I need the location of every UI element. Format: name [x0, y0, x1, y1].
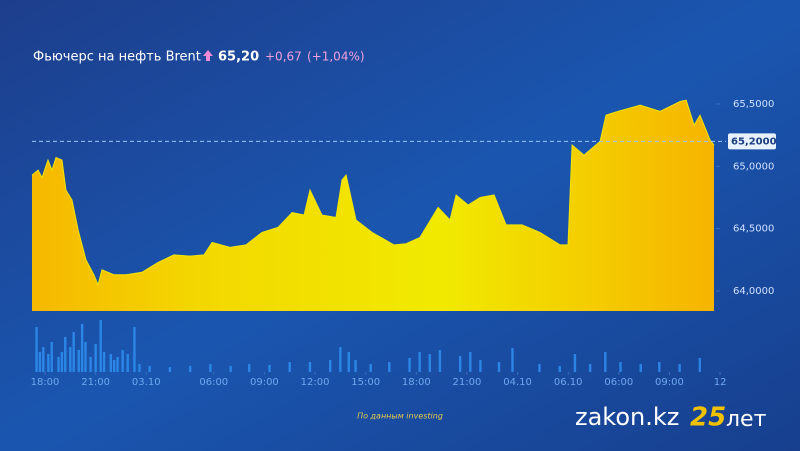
last-price: 65,20: [218, 50, 259, 65]
x-tick-label: 18:00: [402, 377, 431, 388]
volume-bar: [102, 352, 106, 372]
current-badge: [728, 133, 776, 150]
volume-bar: [308, 362, 312, 372]
volume-bar: [497, 362, 501, 372]
volume-bar: [604, 352, 607, 372]
volume-bar: [469, 352, 472, 372]
price-line: [31, 99, 715, 287]
volume-bar: [109, 354, 113, 372]
volume-bar: [347, 352, 350, 372]
volume-bar: [50, 342, 53, 372]
x-tick-label: 06:00: [199, 377, 228, 388]
volume-bar: [418, 352, 421, 372]
volume-bar: [77, 350, 80, 372]
volume-bar: [60, 352, 64, 372]
volume-bar: [438, 350, 442, 372]
volume-bar: [126, 354, 129, 372]
change: +0,67: [265, 50, 302, 64]
volume-bar: [479, 360, 482, 372]
x-tick-label: 09:00: [250, 377, 279, 388]
volume-bar: [168, 367, 172, 372]
volume-bar: [354, 360, 357, 372]
volume-bar: [369, 364, 372, 372]
volume-bar: [458, 356, 462, 372]
x-tick-label: 21:00: [81, 377, 110, 388]
volume-bar: [47, 354, 50, 372]
volume-bar: [538, 364, 541, 372]
logo-number: 25: [690, 403, 726, 433]
y-tick-label: 64,0000: [733, 286, 774, 297]
volume-bar: [89, 357, 92, 372]
change-pct: (+1,04%): [307, 50, 365, 64]
volume-bar: [408, 358, 411, 372]
volume-bar: [329, 360, 332, 372]
x-tick-label: 06:00: [604, 377, 633, 388]
volume-bar: [573, 354, 577, 372]
volume-bar: [57, 357, 60, 372]
volume-bar: [148, 366, 151, 372]
volume-bar: [42, 347, 45, 372]
volume-bar: [511, 348, 514, 372]
volume-bar: [35, 327, 38, 372]
volume-bar: [588, 364, 592, 372]
volume-bar: [229, 366, 232, 372]
current-label: 65,2000: [731, 136, 777, 147]
volume-bar: [558, 366, 561, 372]
logo-brand: zakon.kz: [575, 403, 679, 431]
volume-bar: [80, 324, 84, 372]
volume-bar: [698, 358, 702, 372]
x-tick-label: 04.10: [503, 377, 532, 388]
volume-bar: [209, 364, 212, 372]
volume-bar: [64, 337, 67, 372]
up-arrow: [203, 50, 213, 61]
source: По данным investing: [357, 412, 443, 421]
x-tick-label: 12:00: [301, 377, 330, 388]
volume-bar: [248, 364, 251, 372]
chart-title: Фьючерс на нефть Brent: [33, 50, 201, 65]
volume-bar: [138, 364, 141, 372]
volume-bar: [121, 350, 124, 372]
volume-bar: [619, 362, 622, 372]
volume-bar: [116, 357, 119, 372]
volume-bar: [658, 362, 661, 372]
x-tick-label: 21:00: [453, 377, 482, 388]
volume-bar: [38, 352, 42, 372]
volume-bar: [268, 365, 271, 372]
logo-suffix: лет: [726, 407, 767, 432]
volume-bar: [639, 364, 642, 372]
volume-bar: [288, 362, 291, 372]
x-tick-label: 03.10: [132, 377, 161, 388]
volume-bar: [112, 360, 116, 372]
x-tick-label: 15:00: [351, 377, 380, 388]
volume-bar: [678, 364, 681, 372]
x-tick-label: 09:00: [655, 377, 684, 388]
y-tick-label: 64,5000: [733, 224, 774, 235]
volume-bar: [69, 347, 72, 372]
y-tick-label: 65,5000: [733, 99, 774, 110]
volume-bar: [72, 332, 75, 372]
volume-bar: [94, 344, 97, 372]
area-fill: [32, 100, 714, 311]
volume-bar: [339, 347, 342, 372]
x-tick-label: 12: [714, 377, 727, 388]
volume-bar: [188, 366, 192, 372]
volume-bar: [428, 354, 431, 372]
y-tick-label: 65,0000: [733, 161, 774, 172]
x-tick-label: 18:00: [31, 377, 60, 388]
x-tick-label: 06.10: [554, 377, 583, 388]
volume-bar: [99, 320, 102, 372]
volume-bar: [133, 327, 136, 372]
volume-bar: [84, 342, 87, 372]
volume-bar: [388, 362, 391, 372]
